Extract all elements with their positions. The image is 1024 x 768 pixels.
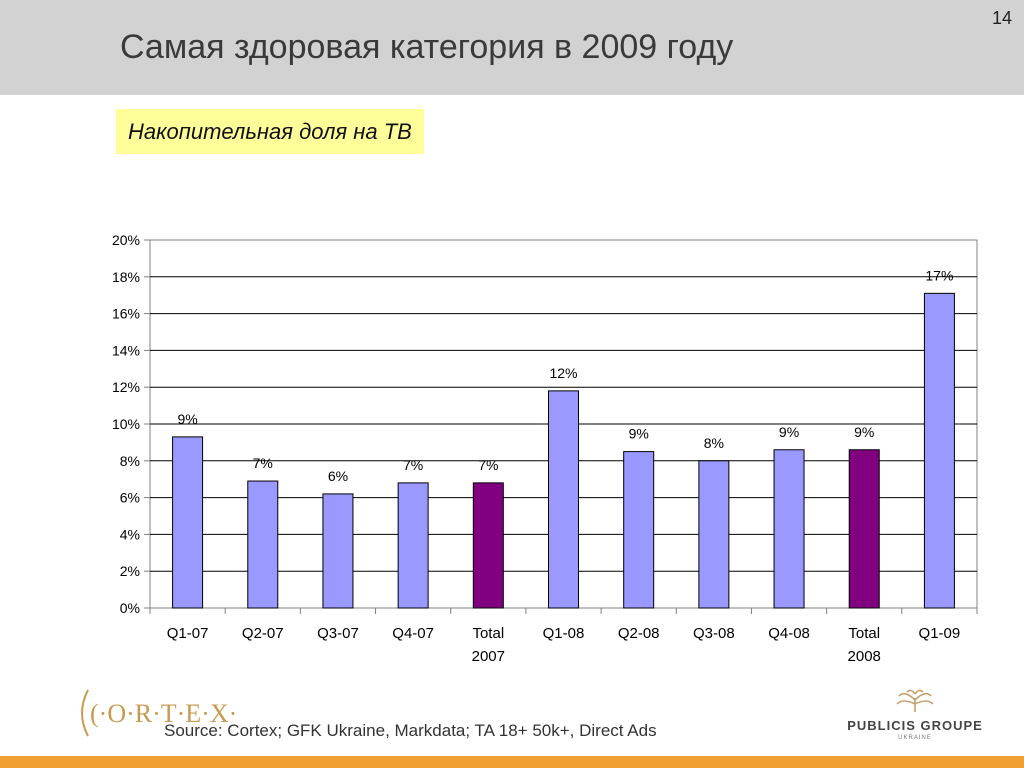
bottom-accent-bar: [0, 756, 1024, 768]
data-label: 6%: [328, 468, 348, 484]
x-tick-label: Total: [848, 625, 880, 642]
y-tick-label: 16%: [112, 306, 140, 322]
y-tick-label: 12%: [112, 379, 140, 395]
bar: [172, 436, 204, 609]
data-label: 12%: [549, 365, 577, 381]
page-title: Самая здоровая категория в 2009 году: [120, 28, 734, 66]
y-tick-label: 18%: [112, 269, 140, 285]
x-tick-label: Q2-08: [618, 625, 660, 642]
data-label: 9%: [854, 424, 874, 440]
bar-chart: 0% 2% 4% 6% 8% 10% 12% 14% 16% 18% 20% 9% Q1-07 7% Q2-…: [112, 232, 978, 665]
y-tick-label: 10%: [112, 416, 140, 432]
data-label: 9%: [177, 411, 197, 427]
x-tick-label: Total: [472, 625, 504, 642]
cortex-logo: (·O·R·T·E·X·: [81, 689, 237, 737]
bar: [698, 460, 730, 609]
bar: [923, 292, 955, 609]
publicis-name: PUBLICIS GROUPE: [847, 718, 983, 733]
bar: [322, 493, 354, 609]
y-tick-label: 4%: [120, 526, 140, 542]
bar: [773, 449, 805, 609]
x-tick-label: Q1-08: [543, 625, 585, 642]
data-label: 17%: [925, 267, 953, 283]
publicis-logo: PUBLICIS GROUPE UKRAINE: [835, 686, 995, 746]
bar: [247, 480, 279, 609]
data-label: 7%: [478, 457, 498, 473]
bar: [548, 390, 579, 609]
x-tick-label: Q3-07: [317, 625, 359, 642]
lion-emblem-icon: [896, 689, 934, 712]
data-label: 9%: [629, 426, 649, 442]
y-tick-label: 14%: [112, 342, 140, 358]
data-label: 9%: [779, 424, 799, 440]
x-tick-label: 2007: [472, 648, 505, 665]
data-label: 7%: [403, 457, 423, 473]
y-tick-label: 8%: [120, 453, 140, 469]
data-label: 8%: [704, 435, 724, 451]
x-tick-label: Q4-07: [392, 625, 434, 642]
x-tick-label: Q1-09: [919, 625, 961, 642]
bar: [397, 482, 429, 609]
publicis-sub: UKRAINE: [898, 735, 932, 741]
header-band: Самая здоровая категория в 2009 году 14: [0, 0, 1024, 95]
x-tick-label: 2008: [848, 648, 881, 665]
y-tick-label: 6%: [120, 490, 140, 506]
data-label: 7%: [253, 455, 273, 471]
bar: [472, 482, 504, 609]
x-tick-label: Q3-08: [693, 625, 735, 642]
y-tick-label: 0%: [120, 600, 140, 616]
x-tick-label: Q4-08: [768, 625, 810, 642]
x-tick-label: Q2-07: [242, 625, 284, 642]
source-note: Source: Cortex; GFK Ukraine, Markdata; T…: [164, 721, 657, 740]
chart-subtitle: Накопительная доля на ТВ: [116, 109, 424, 154]
y-tick-label: 20%: [112, 232, 140, 248]
page-number: 14: [991, 8, 1012, 28]
chart-subtitle-text: Накопительная доля на ТВ: [128, 118, 412, 144]
x-tick-label: Q1-07: [167, 625, 209, 642]
bar: [848, 449, 880, 609]
cortex-logo-text: (·O·R·T·E·X·: [90, 699, 237, 728]
y-tick-label: 2%: [120, 563, 140, 579]
bar: [623, 451, 655, 609]
